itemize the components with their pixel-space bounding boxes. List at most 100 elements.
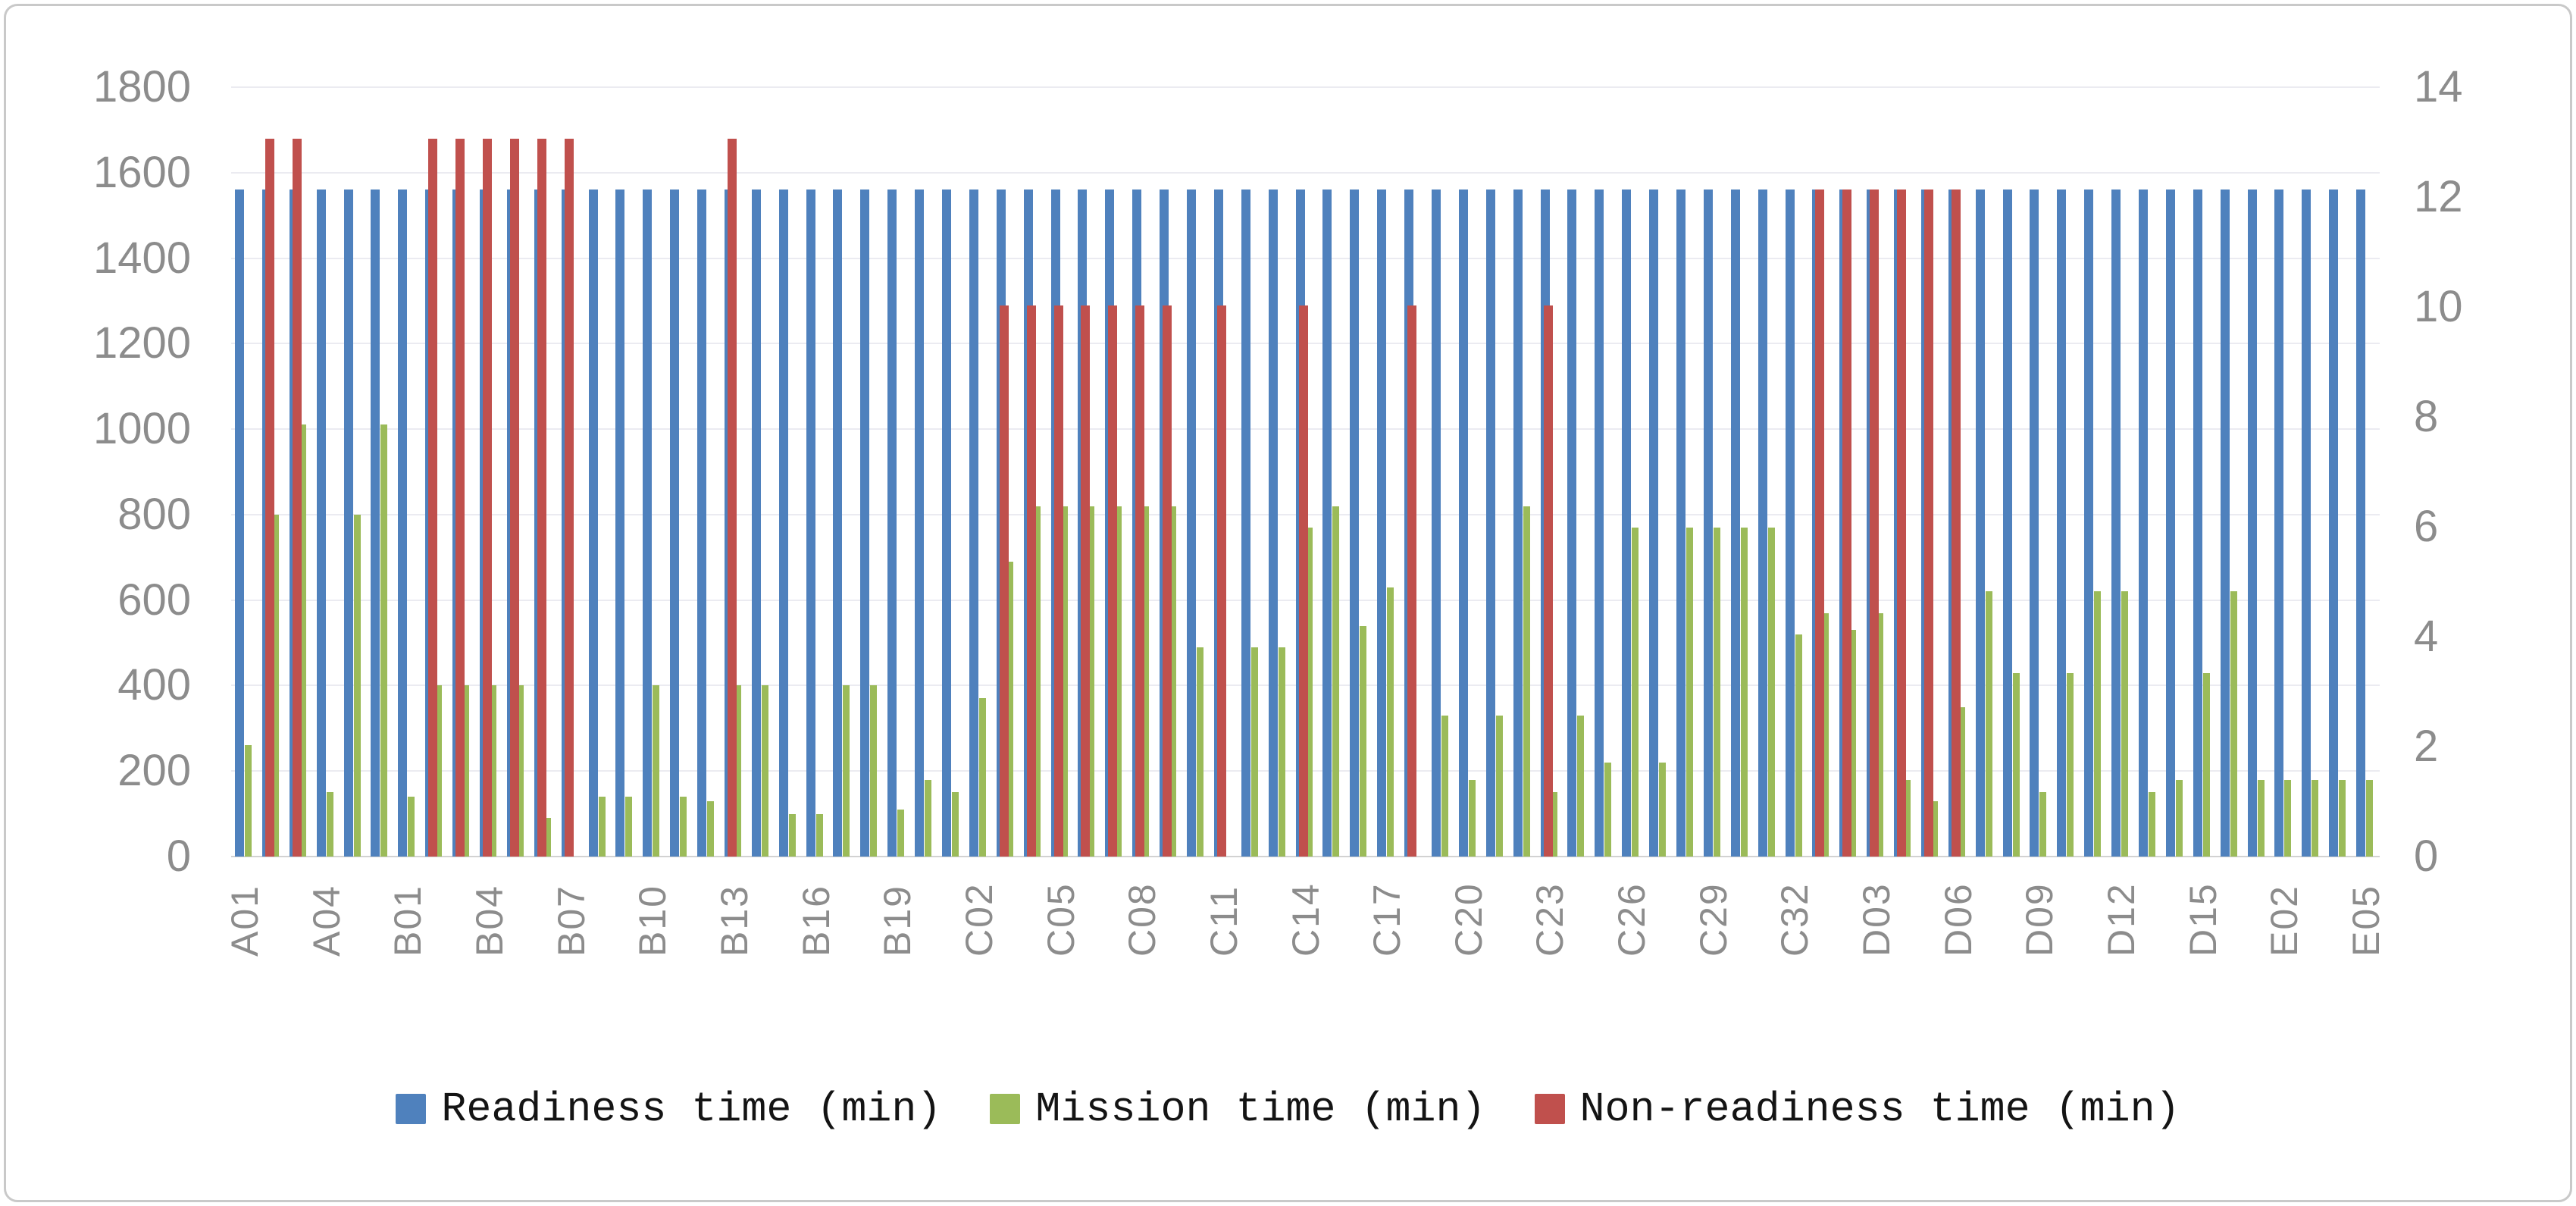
bar-mission-C19 bbox=[1441, 715, 1448, 857]
bar-nonreadiness-D01 bbox=[1815, 190, 1825, 857]
bar-readiness-C32 bbox=[1785, 190, 1795, 857]
x-tick-B01: B01 bbox=[387, 885, 430, 957]
bar-readiness-A04 bbox=[316, 190, 326, 857]
bar-mission-C09 bbox=[1169, 506, 1177, 857]
bar-readiness-E05 bbox=[2356, 190, 2366, 857]
bar-readiness-C19 bbox=[1431, 190, 1441, 857]
x-tick-A01: A01 bbox=[223, 885, 266, 957]
bar-mission-A04 bbox=[326, 792, 333, 857]
gridline-1800 bbox=[231, 86, 2380, 88]
bar-mission-C27 bbox=[1659, 762, 1667, 857]
bar-readiness-D11 bbox=[2084, 190, 2094, 857]
bar-readiness-C01 bbox=[942, 190, 952, 857]
bar-nonreadiness-B07 bbox=[564, 138, 574, 857]
bar-readiness-B20 bbox=[915, 190, 925, 857]
bar-mission-B10 bbox=[653, 685, 660, 857]
legend: Readiness time (min) Mission time (min) No… bbox=[0, 1060, 2576, 1158]
bar-readiness-B11 bbox=[670, 190, 680, 857]
x-tick-E05: E05 bbox=[2345, 885, 2388, 957]
left-tick-400: 400 bbox=[117, 660, 191, 710]
bar-mission-B16 bbox=[815, 813, 823, 857]
bar-readiness-B09 bbox=[615, 190, 625, 857]
bar-readiness-C22 bbox=[1513, 190, 1523, 857]
bar-readiness-E04 bbox=[2329, 190, 2339, 857]
bar-mission-D07 bbox=[1985, 591, 1992, 857]
bar-mission-C08 bbox=[1142, 506, 1150, 857]
bar-mission-D06 bbox=[1958, 706, 1965, 857]
x-tick-D06: D06 bbox=[1936, 882, 1980, 957]
bar-mission-D03 bbox=[1876, 612, 1884, 857]
bar-readiness-D07 bbox=[1975, 190, 1985, 857]
bar-nonreadiness-C18 bbox=[1407, 305, 1417, 857]
bar-readiness-C25 bbox=[1595, 190, 1604, 857]
bar-mission-A06 bbox=[380, 424, 388, 857]
bar-readiness-D10 bbox=[2057, 190, 2067, 857]
bar-mission-D02 bbox=[1849, 630, 1857, 857]
bar-mission-C12 bbox=[1250, 647, 1258, 857]
bar-readiness-C27 bbox=[1649, 190, 1659, 857]
bar-readiness-C15 bbox=[1322, 190, 1332, 857]
bar-mission-B17 bbox=[843, 685, 850, 857]
x-tick-D03: D03 bbox=[1855, 882, 1898, 957]
bar-mission-E02 bbox=[2284, 779, 2292, 857]
legend-swatch-icon bbox=[1534, 1094, 1565, 1124]
right-tick-2: 2 bbox=[2414, 722, 2439, 771]
x-tick-C08: C08 bbox=[1121, 882, 1164, 957]
left-tick-1800: 1800 bbox=[92, 62, 191, 111]
bar-nonreadiness-D05 bbox=[1923, 190, 1933, 857]
bar-mission-B18 bbox=[870, 685, 878, 857]
bar-mission-B15 bbox=[788, 813, 796, 857]
bar-readiness-C17 bbox=[1377, 190, 1387, 857]
bar-nonreadiness-D06 bbox=[1951, 190, 1961, 857]
bar-mission-B03 bbox=[462, 685, 470, 857]
bar-mission-D14 bbox=[2175, 779, 2183, 857]
left-tick-1400: 1400 bbox=[92, 233, 191, 283]
bar-nonreadiness-B02 bbox=[428, 138, 438, 857]
legend-swatch-icon bbox=[990, 1094, 1021, 1124]
bar-mission-C29 bbox=[1713, 527, 1720, 857]
bar-readiness-D16 bbox=[2220, 190, 2230, 857]
x-tick-C23: C23 bbox=[1529, 882, 1572, 957]
bar-mission-D05 bbox=[1930, 800, 1938, 857]
bar-mission-D15 bbox=[2202, 672, 2210, 857]
bar-mission-B12 bbox=[707, 800, 715, 857]
x-tick-C20: C20 bbox=[1447, 882, 1490, 957]
bar-mission-B09 bbox=[625, 797, 633, 857]
x-tick-B07: B07 bbox=[549, 885, 593, 957]
bar-readiness-C21 bbox=[1485, 190, 1495, 857]
bar-mission-C31 bbox=[1767, 527, 1775, 857]
bar-nonreadiness-C08 bbox=[1135, 305, 1145, 857]
bar-mission-C24 bbox=[1577, 715, 1585, 857]
left-tick-1600: 1600 bbox=[92, 147, 191, 197]
bar-nonreadiness-C05 bbox=[1053, 305, 1063, 857]
x-tick-B19: B19 bbox=[876, 885, 919, 957]
left-tick-1200: 1200 bbox=[92, 318, 191, 368]
bar-readiness-B14 bbox=[751, 190, 761, 857]
bar-mission-E03 bbox=[2312, 779, 2319, 857]
bar-nonreadiness-B06 bbox=[537, 138, 546, 857]
bar-nonreadiness-C14 bbox=[1298, 305, 1308, 857]
bar-nonreadiness-B04 bbox=[482, 138, 492, 857]
bar-readiness-D09 bbox=[2030, 190, 2039, 857]
bar-mission-B19 bbox=[897, 809, 905, 857]
x-tick-B13: B13 bbox=[712, 885, 756, 957]
bar-mission-C32 bbox=[1795, 634, 1802, 857]
bar-readiness-B12 bbox=[697, 190, 707, 857]
bar-readiness-C20 bbox=[1458, 190, 1468, 857]
bar-mission-A01 bbox=[245, 745, 252, 857]
legend-item-2: Non-readiness time (min) bbox=[1534, 1085, 2180, 1133]
bar-readiness-D08 bbox=[2002, 190, 2012, 857]
bar-mission-C15 bbox=[1332, 506, 1340, 857]
legend-label: Readiness time (min) bbox=[441, 1085, 942, 1133]
bar-mission-B02 bbox=[435, 685, 443, 857]
bar-nonreadiness-B05 bbox=[509, 138, 519, 857]
bar-mission-D09 bbox=[2039, 792, 2047, 857]
x-tick-B04: B04 bbox=[468, 885, 511, 957]
bar-readiness-C02 bbox=[969, 190, 978, 857]
bar-readiness-D14 bbox=[2165, 190, 2175, 857]
bar-readiness-D12 bbox=[2111, 190, 2121, 857]
bar-mission-C07 bbox=[1115, 506, 1122, 857]
bar-readiness-E02 bbox=[2274, 190, 2284, 857]
bar-readiness-B08 bbox=[588, 190, 598, 857]
bar-nonreadiness-C03 bbox=[999, 305, 1009, 857]
